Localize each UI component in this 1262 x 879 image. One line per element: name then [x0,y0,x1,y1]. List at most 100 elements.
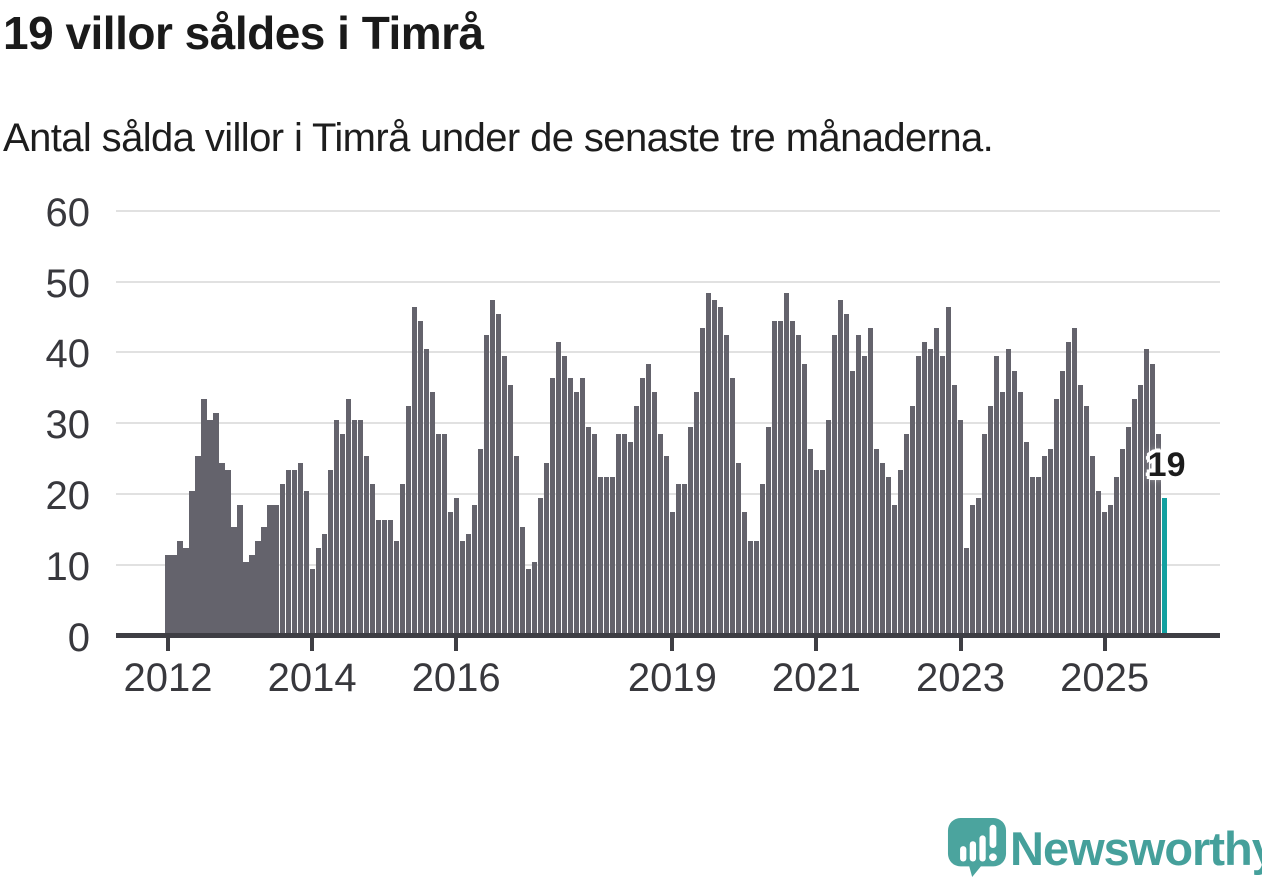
bar [657,434,663,633]
bar [1102,512,1108,633]
bar [687,427,693,633]
bar [627,441,633,633]
bar [603,477,609,633]
bar [237,505,243,633]
bar [321,533,327,633]
bar [303,491,309,633]
bar [849,370,856,633]
highlight-bar [1162,498,1168,633]
x-tick-label: 2019 [627,656,717,700]
bar [315,547,321,633]
bar [729,377,735,633]
bar [1054,399,1060,633]
bar [291,469,297,633]
bar [639,377,645,633]
bar [897,469,904,633]
bar [783,292,789,633]
bar [1036,477,1042,633]
bar [711,299,717,633]
bar [765,427,771,633]
y-tick-label: 30 [45,403,91,448]
bar [345,399,351,633]
bar [339,434,345,633]
x-tick-mark [958,638,963,651]
bar [459,540,465,633]
x-tick-mark [454,638,459,651]
bar [1017,391,1024,633]
bar [1084,406,1090,633]
bar [909,406,916,633]
bar [273,505,279,633]
bar [969,505,976,633]
bar [183,547,189,633]
bar [177,540,183,633]
bar [333,420,339,633]
bar [1066,342,1072,633]
bar [201,399,207,633]
bar [1144,349,1150,633]
bar [891,505,898,633]
bar [843,313,850,633]
bar [243,562,249,633]
bar [399,484,405,633]
bar [591,434,597,633]
bar [1090,455,1096,633]
bar [1005,349,1012,633]
bar [423,349,429,633]
bar [777,321,783,633]
bar [1120,448,1126,633]
gridline [116,422,1220,425]
bar [525,569,531,633]
bar [747,540,753,633]
bar [873,448,880,633]
bar [663,455,669,633]
bar [963,547,970,633]
bar [1060,370,1066,633]
bar [567,377,573,633]
bar [501,356,507,633]
bar [879,462,886,633]
bar [357,420,363,633]
bar [483,335,489,633]
bar [861,356,868,633]
x-tick-mark [814,638,819,651]
bar [1132,399,1138,633]
bar [1011,370,1018,633]
bar [999,391,1006,633]
y-tick-label: 0 [67,616,90,660]
bar [447,512,453,633]
x-tick-label: 2014 [267,656,357,700]
bar [537,498,543,633]
bar [693,391,699,633]
page-title: 19 villor såldes i Timrå [3,7,484,59]
bar [219,462,225,633]
bar [555,342,561,633]
bar [945,306,952,633]
bar [981,434,988,633]
bar [441,434,447,633]
bar [327,469,333,633]
bar [513,455,519,633]
bar [921,342,928,633]
bar [705,292,711,633]
bar [1114,477,1120,633]
bar [351,420,357,633]
bar [573,391,579,633]
bar [771,321,777,633]
bar [975,498,982,633]
x-tick-label: 2021 [771,656,861,700]
bar [699,328,705,633]
bar [213,413,219,633]
bar [789,321,795,633]
x-tick-mark [1102,638,1107,651]
bar [225,469,231,633]
bar [375,519,381,633]
bar [633,406,639,633]
bar [363,455,369,633]
bar [519,526,525,633]
bar [813,469,819,633]
bar [579,377,585,633]
bar [435,434,441,633]
bar [855,335,862,633]
bar [903,434,910,633]
